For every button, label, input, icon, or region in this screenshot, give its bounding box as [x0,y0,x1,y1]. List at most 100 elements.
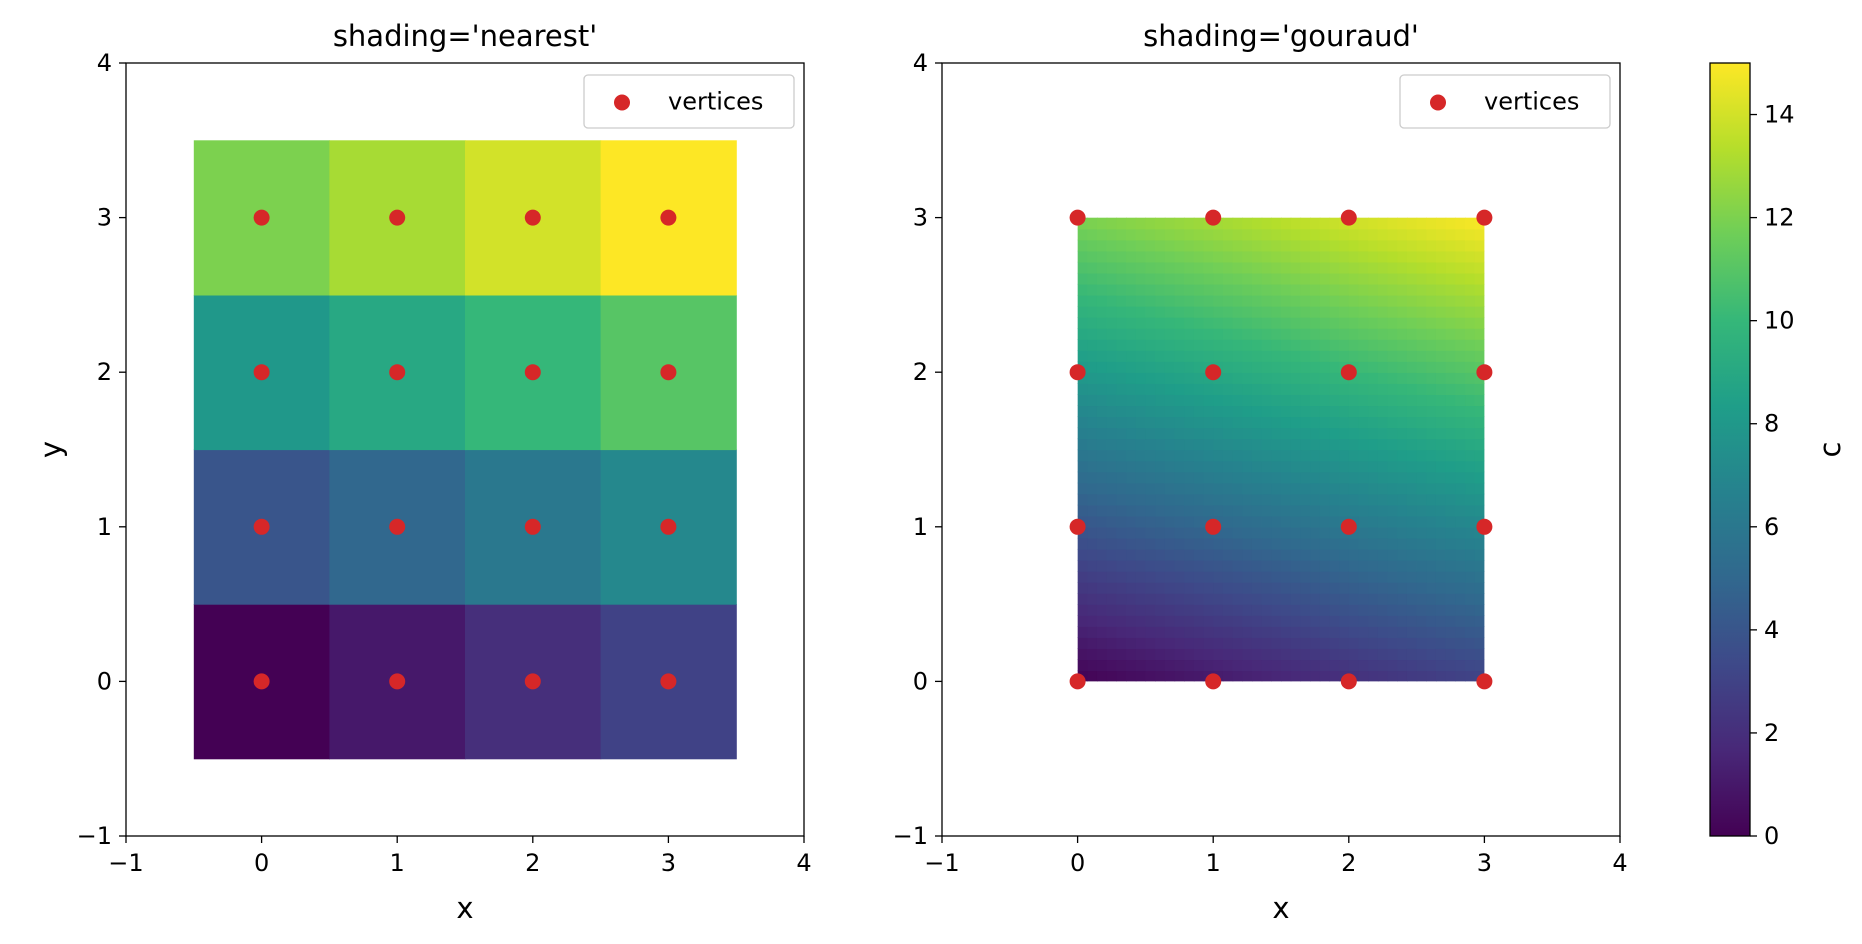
heatmap-cell [1077,239,1088,252]
heatmap-cell [1242,283,1253,296]
heatmap-cell [1096,405,1108,418]
heatmap-cell [1281,460,1292,473]
heatmap-cell [1435,228,1447,241]
heatmap-cell [1358,350,1369,362]
heatmap-cell [1135,405,1147,418]
heatmap-cell [1193,350,1205,362]
heatmap-cell [1368,294,1379,307]
heatmap-cell [1222,339,1234,351]
heatmap-cell [1193,228,1205,241]
heatmap-cell [1319,471,1331,484]
heatmap-cell [1135,471,1147,484]
heatmap-cell [1319,593,1331,605]
heatmap-cell [1426,272,1437,285]
heatmap-cell [1455,239,1466,252]
heatmap-cell [1242,593,1253,605]
heatmap-cell [1155,361,1166,373]
heatmap-cell [1164,471,1176,484]
heatmap-cell [1281,427,1292,440]
heatmap-cell [1126,637,1137,649]
heatmap-cell [1310,239,1321,252]
heatmap-cell [1203,427,1214,440]
heatmap-cell [1445,482,1457,495]
heatmap-cell [1096,239,1108,252]
heatmap-cell [1281,471,1292,484]
heatmap-cell [1222,261,1234,274]
heatmap-cell [1193,670,1205,682]
heatmap-cell [1222,250,1234,263]
heatmap-cell [1377,294,1389,307]
heatmap-cell [1135,283,1147,296]
heatmap-cell [1174,559,1185,572]
heatmap-cell [1193,648,1205,661]
heatmap-cell [1310,383,1321,395]
heatmap-cell [1281,615,1292,627]
heatmap-cell [1251,615,1263,627]
heatmap-cell [1126,328,1137,340]
heatmap-cell [1251,604,1263,616]
heatmap-cell [1426,283,1437,296]
heatmap-cell [1290,239,1302,252]
heatmap-cell [1222,394,1234,407]
heatmap-cell [1155,250,1166,263]
heatmap-cell [1329,526,1340,539]
heatmap-cell [1474,283,1485,296]
heatmap-cell [1126,504,1137,517]
heatmap-cell [1184,615,1195,627]
heatmap-cell [1232,239,1243,252]
heatmap-cell [1397,250,1408,263]
heatmap-cell [1387,515,1398,528]
heatmap-cell [1368,582,1379,594]
heatmap-cell [1222,637,1234,649]
heatmap-cell [1106,217,1118,230]
heatmap-cell [1358,372,1369,384]
heatmap-cell [1096,460,1108,473]
heatmap-cell [1135,261,1147,274]
heatmap-cell [1406,515,1418,528]
heatmap-cell [1213,559,1224,572]
heatmap-cell [1465,294,1476,307]
heatmap-cell [1358,570,1369,583]
heatmap-cell [1300,316,1311,329]
heatmap-cell [1368,305,1379,318]
heatmap-cell [1213,637,1224,649]
heatmap-cell [1329,372,1340,384]
heatmap-cell [1096,272,1108,285]
heatmap-cell [1077,328,1088,340]
heatmap-cell [1164,438,1176,451]
heatmap-cell [1445,217,1457,230]
heatmap-cell [1164,526,1176,539]
heatmap-cell [1281,339,1292,351]
heatmap-cell [1135,217,1147,230]
heatmap-cell [1242,526,1253,539]
x-tick-label: −1 [108,849,143,877]
heatmap-cell [1406,394,1418,407]
heatmap-cell [1368,272,1379,285]
heatmap-cell [1435,372,1447,384]
heatmap-cell [1416,239,1427,252]
heatmap-cell [1096,283,1108,296]
heatmap-cell [1271,548,1282,561]
heatmap-cell [1348,482,1360,495]
heatmap-cell [1135,604,1147,616]
heatmap-cell [1368,217,1379,230]
heatmap-cell [1348,659,1360,672]
heatmap-cell [1290,648,1302,661]
heatmap-cell [1251,394,1263,407]
heatmap-cell [1406,582,1418,594]
heatmap-cell [1290,548,1302,561]
heatmap-cell [1077,648,1088,661]
heatmap-cell [1106,526,1118,539]
heatmap-cell [1222,449,1234,462]
heatmap-cell [1319,228,1331,241]
heatmap-cell [1377,515,1389,528]
heatmap-cell [1435,515,1447,528]
heatmap-cell [1213,316,1224,329]
heatmap-cell [1319,305,1331,318]
heatmap-cell [1193,460,1205,473]
heatmap-cell [1251,416,1263,429]
heatmap-cell [1416,670,1427,682]
